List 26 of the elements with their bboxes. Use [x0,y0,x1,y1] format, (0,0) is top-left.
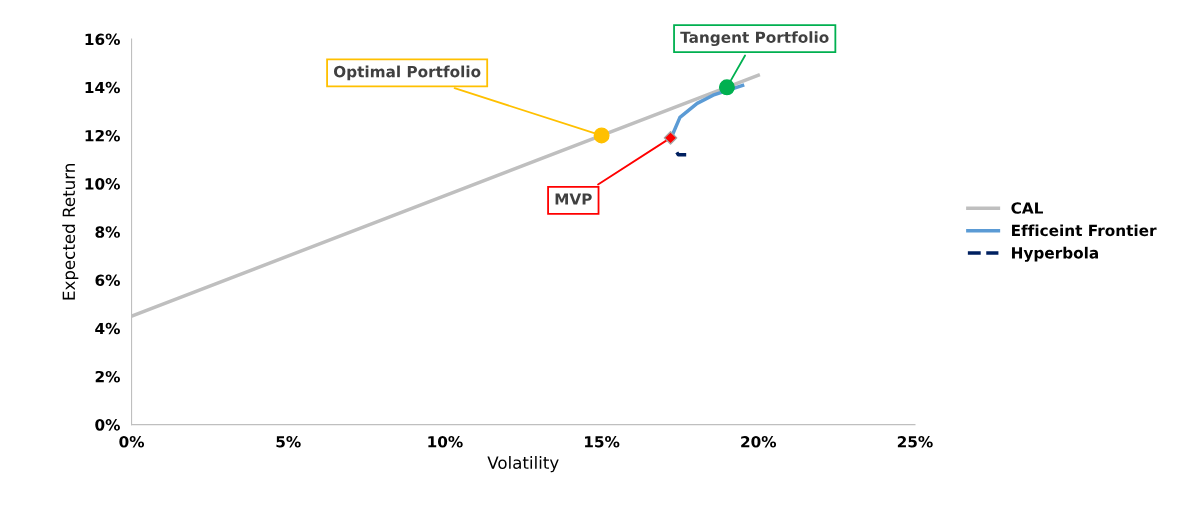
x-tick-label: 0% [119,436,145,448]
x-tick-label: 25% [897,436,933,448]
annotation: Tangent Portfolio [680,31,829,47]
legend-label: Efficeint Frontier [1012,224,1157,237]
y-tick-label: 0% [95,419,120,431]
annotation: Optimal Portfolio [333,65,481,81]
point [593,127,610,144]
x-axis-title: Volatility [487,456,559,473]
point [663,130,678,145]
y-tick-label: 16% [85,33,120,46]
point [718,79,735,96]
y-tick-label: 6% [95,274,120,287]
y-axis-title: Expected Return [62,164,79,300]
y-tick-label: 8% [95,226,120,238]
y-tick-label: 2% [95,370,120,383]
y-tick-label: 4% [95,322,120,335]
x-tick-label: 5% [276,436,301,448]
x-tick-label: 20% [741,436,777,448]
y-tick-label: 14% [85,81,120,94]
legend-label: Hyperbola [1012,246,1098,262]
annotation: MVP [555,193,592,205]
legend-label: CAL [1011,202,1043,214]
x-tick-label: 15% [585,436,620,448]
x-tick-label: 10% [428,436,463,448]
y-tick-label: 12% [85,129,120,142]
y-tick-label: 10% [85,178,120,190]
